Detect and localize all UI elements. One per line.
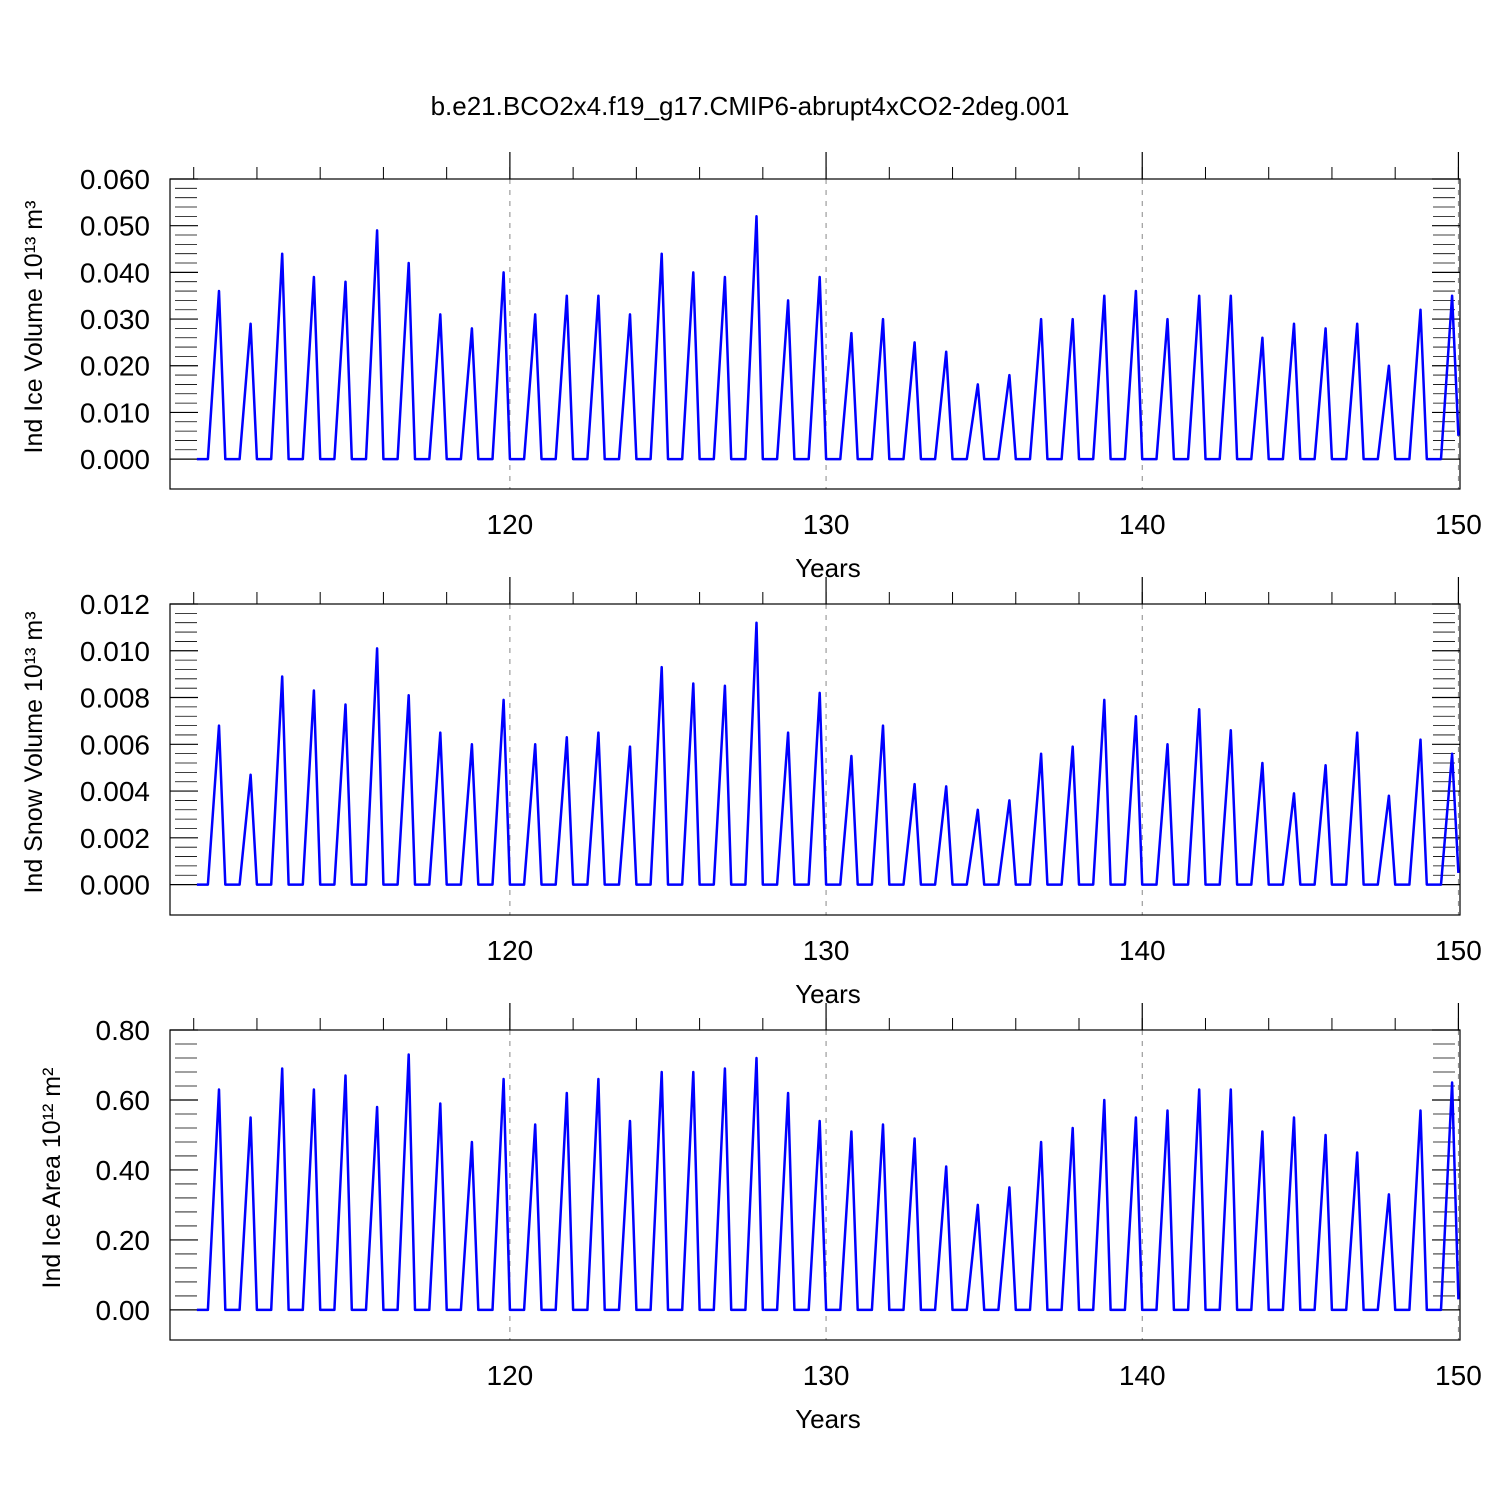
x-tick-label: 120 (487, 1360, 534, 1391)
y-tick-label: 0.008 (80, 683, 150, 714)
y-axis-label: Ind Ice Volume 10¹³ m³ (20, 201, 48, 454)
x-tick-label: 130 (803, 509, 850, 540)
y-tick-label: 0.050 (80, 211, 150, 242)
y-tick-label: 0.030 (80, 304, 150, 335)
chart-title: b.e21.BCO2x4.f19_g17.CMIP6-abrupt4xCO2-2… (431, 91, 1070, 121)
x-tick-label: 150 (1435, 509, 1482, 540)
x-tick-label: 140 (1119, 1360, 1166, 1391)
x-tick-label: 120 (487, 509, 534, 540)
y-axis-label: Ind Snow Volume 10¹³ m³ (20, 611, 48, 893)
y-tick-label: 0.40 (96, 1155, 151, 1186)
data-line (196, 621, 1460, 886)
y-axis-label: Ind Ice Area 10¹² m² (38, 1068, 66, 1289)
y-tick-label: 0.020 (80, 351, 150, 382)
x-tick-label: 130 (803, 1360, 850, 1391)
data-line (196, 215, 1460, 461)
y-tick-label: 0.060 (80, 164, 150, 195)
y-tick-label: 0.010 (80, 636, 150, 667)
y-tick-label: 0.00 (96, 1295, 151, 1326)
x-tick-label: 140 (1119, 935, 1166, 966)
y-tick-label: 0.002 (80, 823, 150, 854)
panel: 120 130 140 150 0.000 0.010 0.020 0.030 0.040 0.0… (20, 152, 1482, 583)
y-tick-label: 0.60 (96, 1085, 151, 1116)
plot-frame (169, 1029, 1461, 1341)
y-tick-label: 0.010 (80, 397, 150, 428)
plot-frame (169, 603, 1461, 916)
y-tick-label: 0.20 (96, 1225, 151, 1256)
y-tick-label: 0.012 (80, 589, 150, 620)
x-tick-label: 120 (487, 935, 534, 966)
x-axis-label: Years (795, 979, 861, 1009)
y-tick-label: 0.000 (80, 444, 150, 475)
x-tick-label: 150 (1435, 935, 1482, 966)
y-tick-label: 0.80 (96, 1015, 151, 1046)
x-axis-label: Years (795, 553, 861, 583)
x-axis-label: Years (795, 1404, 861, 1434)
y-tick-label: 0.040 (80, 257, 150, 288)
panel: 120 130 140 150 0.000 0.002 0.004 0.006 0.008 0.0… (20, 577, 1482, 1009)
x-tick-label: 130 (803, 935, 850, 966)
data-line (196, 1053, 1460, 1312)
x-tick-label: 140 (1119, 509, 1166, 540)
plot-frame (169, 178, 1461, 490)
panel: 120 130 140 150 0.00 0.20 0.40 0.60 0.80 Years Ind… (38, 1003, 1482, 1434)
x-tick-label: 150 (1435, 1360, 1482, 1391)
y-tick-label: 0.000 (80, 870, 150, 901)
y-tick-label: 0.004 (80, 776, 150, 807)
y-tick-label: 0.006 (80, 729, 150, 760)
